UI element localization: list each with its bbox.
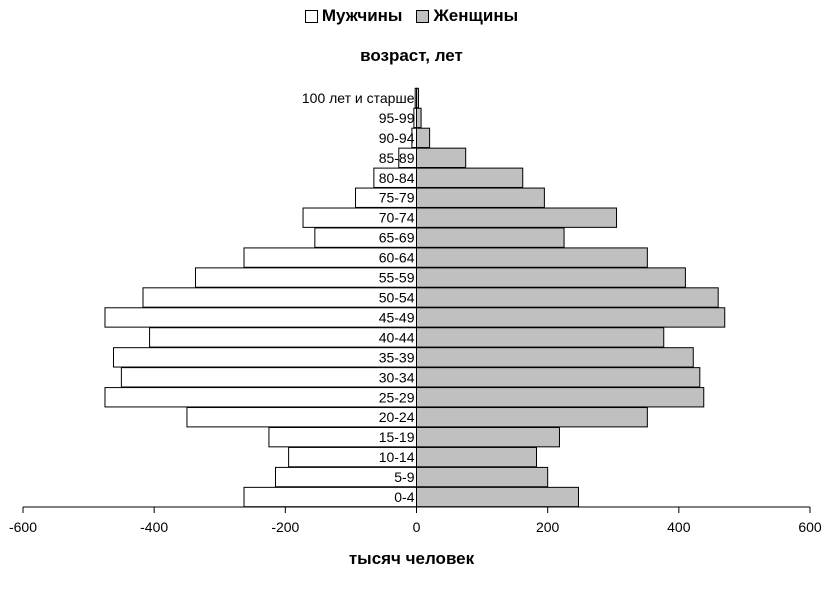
bar-women [416, 287, 719, 308]
bar-women [416, 187, 545, 208]
bar-men [104, 387, 418, 408]
category-label: 75-79 [379, 190, 415, 206]
bar-women [416, 446, 538, 468]
bar-women [416, 307, 726, 328]
legend-item-men: Мужчины [304, 6, 403, 26]
bar-women [416, 407, 648, 428]
x-tick-label: 400 [667, 519, 691, 535]
bar-women [416, 267, 686, 288]
x-tick-label: -200 [271, 519, 299, 535]
category-label: 10-14 [379, 449, 415, 465]
category-label: 15-19 [379, 429, 415, 445]
bar-men [113, 347, 417, 368]
category-label: 70-74 [379, 210, 415, 226]
chart-legend: Мужчины Женщины [0, 6, 823, 26]
category-label: 20-24 [379, 409, 415, 425]
category-label: 45-49 [379, 309, 415, 325]
legend-label-men: Мужчины [321, 6, 403, 25]
x-tick-label: 200 [536, 519, 560, 535]
bar-women [416, 466, 549, 488]
bar-women [416, 147, 467, 169]
legend-item-women: Женщины [416, 6, 518, 26]
bar-women [416, 107, 422, 129]
category-label: 50-54 [379, 290, 415, 306]
bar-women [416, 167, 524, 188]
category-label: 95-99 [379, 110, 415, 126]
bar-women [416, 227, 565, 248]
bar-men [120, 367, 417, 388]
legend-label-women: Женщины [433, 6, 519, 25]
category-label: 5-9 [394, 469, 414, 485]
category-label: 80-84 [379, 170, 415, 186]
x-axis-label: тысяч человек [348, 549, 475, 568]
category-label: 60-64 [379, 250, 415, 266]
x-tick-label: 600 [798, 519, 822, 535]
legend-swatch-men [304, 9, 318, 23]
legend-swatch-women [416, 9, 430, 23]
category-label: 40-44 [379, 329, 415, 345]
category-label: 0-4 [394, 489, 414, 505]
category-label: 55-59 [379, 270, 415, 286]
category-label: 90-94 [379, 130, 415, 146]
bar-women [416, 327, 665, 348]
x-tick-label: 0 [413, 519, 421, 535]
bar-women [416, 387, 705, 408]
bar-women [416, 367, 701, 388]
category-label: 65-69 [379, 230, 415, 246]
chart-title: возраст, лет [360, 46, 463, 65]
x-tick-label: -600 [9, 519, 37, 535]
category-label: 35-39 [379, 349, 415, 365]
bar-women [416, 347, 694, 368]
bar-men [149, 327, 417, 348]
bar-women [416, 87, 419, 109]
bar-men [104, 307, 418, 328]
bar-women [416, 426, 560, 448]
category-label: 25-29 [379, 389, 415, 405]
bar-men [243, 486, 417, 508]
bar-women [416, 127, 431, 149]
category-label: 100 лет и старше [302, 90, 415, 106]
bar-men [142, 287, 418, 308]
category-label: 85-89 [379, 150, 415, 166]
bar-women [416, 486, 579, 508]
category-label: 30-34 [379, 369, 415, 385]
bar-women [416, 207, 618, 228]
bar-women [416, 247, 648, 268]
x-tick-label: -400 [140, 519, 168, 535]
